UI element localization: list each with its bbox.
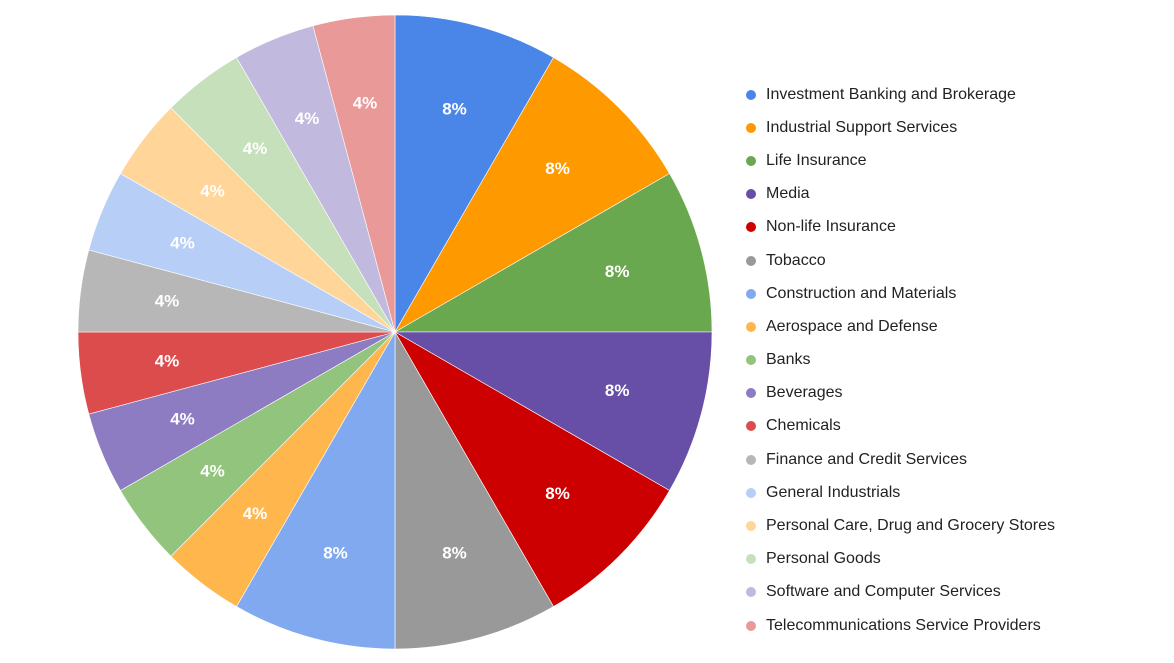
pie-slice xyxy=(312,14,396,333)
legend-label: Software and Computer Services xyxy=(766,583,1001,601)
legend-swatch xyxy=(746,189,756,200)
slice-value-label: 8% xyxy=(545,484,570,503)
legend-item: Personal Care, Drug and Grocery Stores xyxy=(744,509,1055,542)
legend-item: Personal Goods xyxy=(744,543,1055,576)
legend-label: Beverages xyxy=(766,384,843,402)
legend-item: Banks xyxy=(744,344,1055,377)
legend-swatch xyxy=(746,355,756,366)
legend: Investment Banking and Brokerage Industri… xyxy=(744,78,1055,642)
legend-label: Life Insurance xyxy=(766,151,867,169)
legend-swatch xyxy=(746,421,756,432)
legend-swatch xyxy=(746,89,756,100)
legend-swatch xyxy=(746,122,756,133)
legend-label: Tobacco xyxy=(766,251,826,269)
legend-swatch xyxy=(746,222,756,233)
legend-swatch xyxy=(746,587,756,598)
slice-value-label: 4% xyxy=(155,351,180,370)
legend-item: Aerospace and Defense xyxy=(744,310,1055,343)
legend-swatch xyxy=(746,321,756,332)
legend-item: Non-life Insurance xyxy=(744,211,1055,244)
slice-value-label: 4% xyxy=(295,109,320,128)
slice-value-label: 4% xyxy=(170,233,195,252)
pie-slice xyxy=(394,14,554,334)
legend-item: Finance and Credit Services xyxy=(744,443,1055,476)
legend-label: Aerospace and Defense xyxy=(766,317,938,335)
legend-item: Life Insurance xyxy=(744,144,1055,177)
slice-value-label: 4% xyxy=(353,93,378,112)
legend-label: Non-life Insurance xyxy=(766,218,896,236)
legend-item: Telecommunications Service Providers xyxy=(744,609,1055,642)
legend-item: Industrial Support Services xyxy=(744,111,1055,144)
slice-value-label: 4% xyxy=(170,409,195,428)
pie-slice xyxy=(236,330,396,650)
legend-label: General Industrials xyxy=(766,483,901,501)
slice-value-label: 8% xyxy=(442,99,467,118)
legend-item: Construction and Materials xyxy=(744,277,1055,310)
legend-swatch xyxy=(746,620,756,631)
pie-slice xyxy=(393,173,713,333)
pie-slice xyxy=(393,331,713,491)
slice-value-label: 4% xyxy=(155,291,180,310)
legend-label: Telecommunications Service Providers xyxy=(766,616,1041,634)
legend-swatch xyxy=(746,288,756,299)
legend-swatch xyxy=(746,521,756,532)
legend-label: Personal Goods xyxy=(766,550,881,568)
slice-value-label: 8% xyxy=(605,381,630,400)
legend-item: Beverages xyxy=(744,377,1055,410)
legend-item: Software and Computer Services xyxy=(744,576,1055,609)
pie-slice xyxy=(394,330,554,650)
slice-value-label: 4% xyxy=(200,461,225,480)
legend-swatch xyxy=(746,554,756,565)
slice-value-label: 4% xyxy=(243,504,268,523)
pie-plot: 8% 8% 8% 8% 8% 8% 8% 4% 4% 4% 4% 4% 4% 4% 4% 4% 4% xyxy=(77,14,713,650)
legend-item: Chemicals xyxy=(744,410,1055,443)
legend-label: Finance and Credit Services xyxy=(766,450,967,468)
legend-swatch xyxy=(746,155,756,166)
slice-value-label: 8% xyxy=(605,262,630,281)
legend-swatch xyxy=(746,255,756,266)
legend-item: Media xyxy=(744,178,1055,211)
slice-value-label: 8% xyxy=(323,544,348,563)
legend-item: General Industrials xyxy=(744,476,1055,509)
legend-label: Chemicals xyxy=(766,417,841,435)
legend-swatch xyxy=(746,487,756,498)
legend-label: Banks xyxy=(766,351,811,369)
legend-swatch xyxy=(746,454,756,465)
slice-value-label: 8% xyxy=(545,159,570,178)
legend-label: Construction and Materials xyxy=(766,284,957,302)
pie-slice xyxy=(394,331,670,607)
slice-value-label: 4% xyxy=(243,139,268,158)
legend-label: Industrial Support Services xyxy=(766,118,958,136)
legend-label: Media xyxy=(766,185,810,203)
slice-value-label: 8% xyxy=(442,544,467,563)
slice-value-label: 4% xyxy=(200,181,225,200)
legend-swatch xyxy=(746,388,756,399)
legend-label: Investment Banking and Brokerage xyxy=(766,85,1016,103)
pie-slice xyxy=(394,57,670,333)
legend-item: Tobacco xyxy=(744,244,1055,277)
legend-label: Personal Care, Drug and Grocery Stores xyxy=(766,517,1056,535)
legend-item: Investment Banking and Brokerage xyxy=(744,78,1055,111)
